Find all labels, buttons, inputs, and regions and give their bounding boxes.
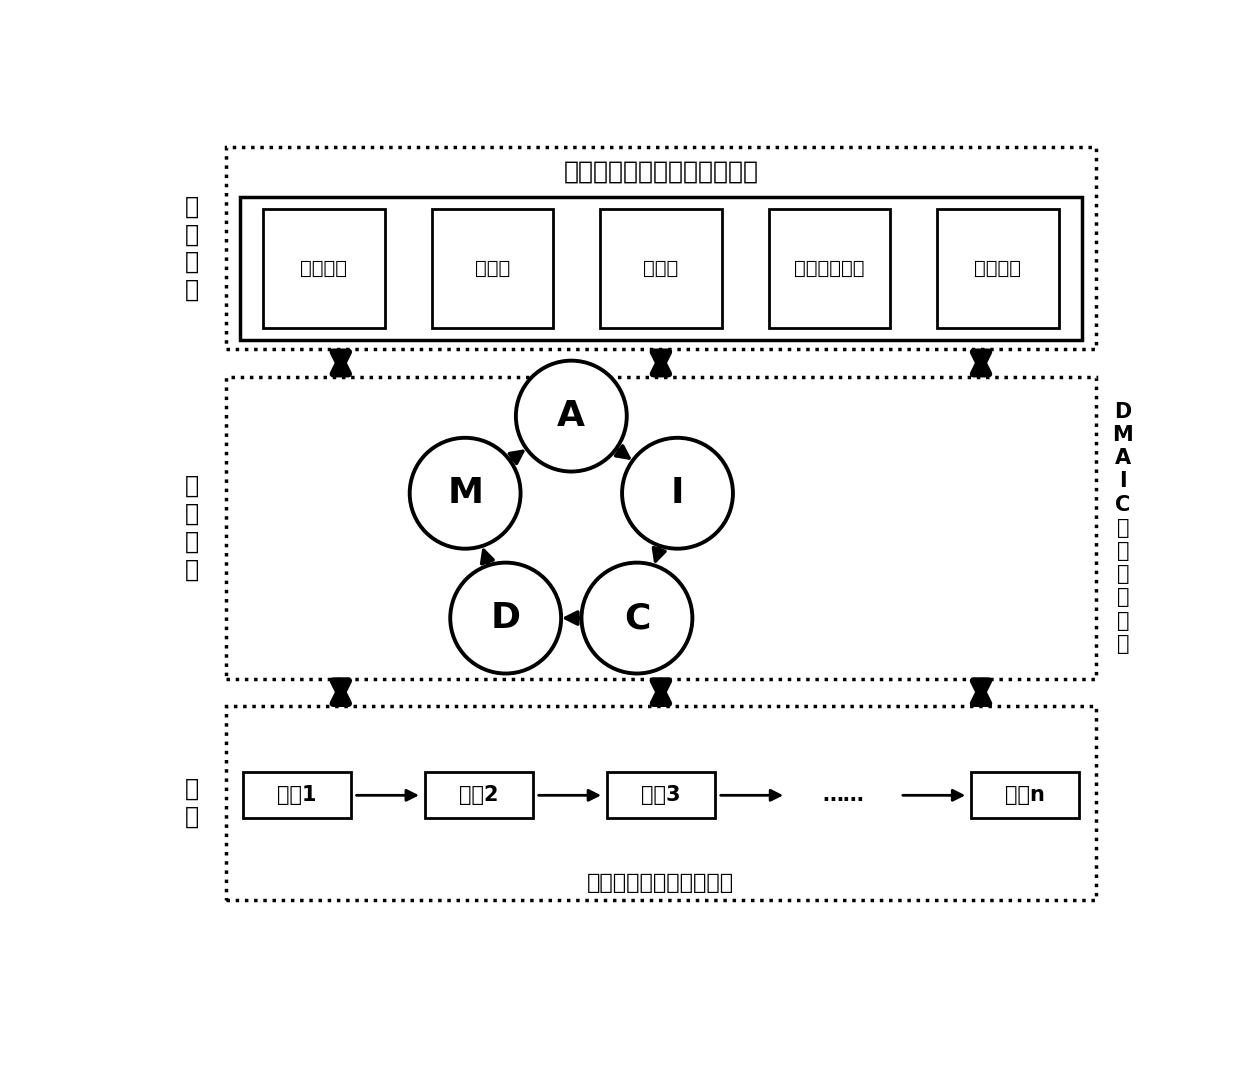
Bar [263,209,384,329]
Circle shape [450,563,562,673]
Text: 小批量零件加工工艺过程: 小批量零件加工工艺过程 [588,873,734,894]
Text: 支撑算法: 支撑算法 [300,259,347,278]
Circle shape [516,361,626,471]
Text: 工
序: 工 序 [185,778,200,829]
Circle shape [409,438,521,549]
Text: 工序1: 工序1 [277,785,316,806]
Bar [608,772,714,818]
Text: 工序2: 工序2 [459,785,498,806]
Bar [226,377,1096,679]
Bar [600,209,722,329]
Text: ……: …… [822,785,864,806]
Text: 技
术
支
撑: 技 术 支 撑 [185,194,200,302]
Bar [769,209,890,329]
Text: 服务器: 服务器 [475,259,510,278]
Text: A: A [557,400,585,433]
Text: 工序n: 工序n [1006,785,1045,806]
Bar [243,772,351,818]
Bar [239,198,1083,339]
Bar [937,209,1059,329]
Text: 小批量零件质量改进系统平台: 小批量零件质量改进系统平台 [563,160,759,184]
Text: 数据库: 数据库 [644,259,678,278]
Text: 工序3: 工序3 [641,785,681,806]
Circle shape [622,438,733,549]
Bar [226,147,1096,349]
Text: 硬件嵌入接口: 硬件嵌入接口 [794,259,864,278]
Text: D
M
A
I
C
质
量
持
续
改
进: D M A I C 质 量 持 续 改 进 [1112,402,1133,654]
Bar [226,706,1096,900]
Text: C: C [624,601,650,635]
Bar [425,772,533,818]
Circle shape [582,563,692,673]
Bar [432,209,553,329]
Text: M: M [448,476,484,510]
Text: D: D [491,601,521,635]
Text: 改
进
方
法: 改 进 方 法 [185,474,200,581]
Text: I: I [671,476,684,510]
Bar [971,772,1079,818]
Text: 权限配置: 权限配置 [975,259,1022,278]
